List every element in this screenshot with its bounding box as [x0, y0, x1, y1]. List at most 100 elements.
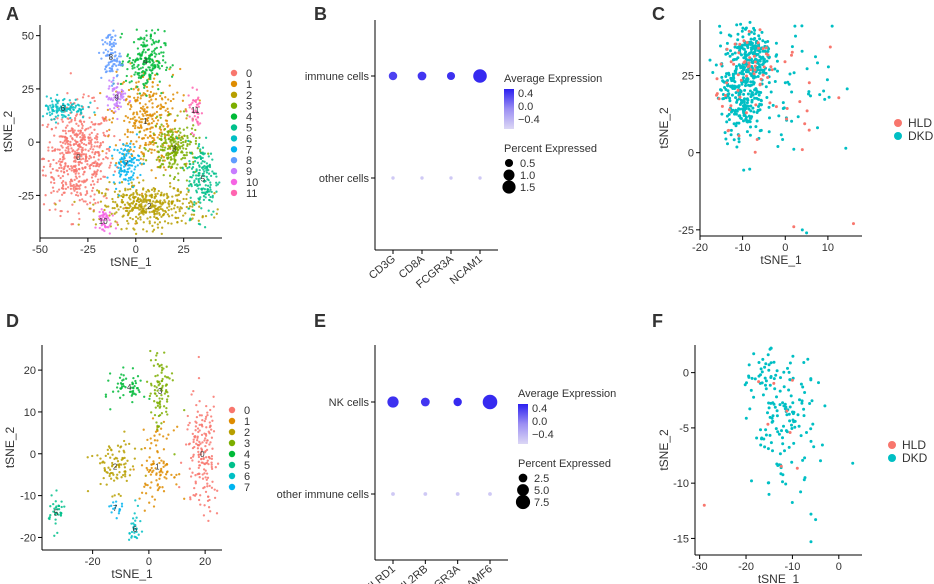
point: [173, 127, 177, 130]
point: [783, 81, 787, 85]
point: [144, 51, 147, 54]
legend-label-8: 8: [246, 155, 252, 167]
point: [195, 156, 198, 160]
point: [153, 112, 156, 115]
point: [802, 478, 806, 482]
point: [148, 220, 151, 223]
dot-fcgr3a: [449, 176, 453, 180]
point: [94, 141, 97, 144]
point: [144, 159, 148, 162]
point: [136, 164, 139, 167]
point: [147, 116, 150, 120]
point: [153, 42, 156, 45]
point: [111, 64, 114, 68]
point: [734, 67, 738, 71]
point: [119, 91, 122, 95]
point: [198, 429, 201, 432]
point: [155, 472, 158, 475]
point: [734, 71, 738, 75]
point: [766, 53, 770, 57]
point: [89, 183, 93, 186]
point: [149, 77, 152, 81]
point: [167, 202, 170, 205]
point: [107, 205, 110, 208]
y-tick-label: 10: [24, 407, 36, 419]
point: [118, 161, 121, 165]
point: [140, 464, 144, 467]
point: [163, 193, 166, 196]
point: [144, 62, 147, 65]
point: [118, 171, 121, 175]
point: [187, 443, 191, 446]
point: [56, 117, 59, 120]
point: [119, 160, 123, 163]
point: [53, 117, 56, 121]
point: [773, 405, 777, 409]
point: [768, 116, 771, 120]
point: [825, 78, 829, 82]
point: [787, 370, 791, 374]
point: [802, 414, 806, 418]
point: [72, 183, 75, 187]
point: [127, 212, 130, 215]
cluster-2-points: [86, 430, 147, 498]
group-label: other immune cells: [277, 489, 370, 501]
point: [87, 127, 90, 130]
point: [749, 125, 752, 129]
point: [195, 105, 198, 109]
point: [209, 183, 212, 187]
legend-label-dkd: DKD: [902, 451, 928, 465]
point: [790, 90, 794, 94]
point: [186, 144, 189, 148]
point: [173, 157, 176, 161]
legend-key-3: [228, 439, 236, 447]
point: [111, 495, 114, 498]
point: [160, 363, 163, 367]
scatter-points: [708, 20, 855, 235]
point: [206, 188, 210, 191]
cluster-10-label: 10: [99, 217, 108, 226]
point: [153, 498, 157, 501]
point: [184, 163, 187, 166]
point: [188, 180, 191, 183]
point: [179, 131, 182, 134]
point: [81, 107, 85, 111]
point: [210, 467, 214, 471]
point: [130, 522, 133, 525]
point: [778, 452, 782, 456]
point: [96, 162, 100, 166]
point: [114, 227, 118, 230]
point: [134, 499, 137, 502]
point: [764, 387, 768, 391]
hld-points: [757, 378, 799, 470]
point: [799, 434, 803, 438]
point: [157, 104, 160, 107]
point: [171, 195, 174, 198]
point: [180, 136, 183, 139]
point: [141, 94, 144, 97]
point: [94, 175, 97, 178]
point: [65, 109, 68, 113]
point: [122, 366, 125, 369]
point: [129, 216, 132, 220]
point: [187, 189, 190, 192]
point: [174, 152, 178, 156]
point: [122, 463, 126, 466]
point: [203, 167, 207, 170]
point: [114, 34, 117, 37]
point: [773, 80, 777, 83]
point: [77, 152, 81, 155]
point: [195, 191, 199, 194]
point: [121, 201, 124, 204]
point: [66, 165, 70, 168]
point: [769, 376, 773, 379]
point: [51, 100, 54, 103]
point: [164, 168, 167, 172]
point: [151, 495, 154, 498]
point: [728, 99, 732, 103]
point: [769, 90, 773, 94]
point: [93, 171, 97, 174]
point: [74, 142, 78, 146]
point: [788, 419, 792, 423]
point: [130, 80, 133, 83]
